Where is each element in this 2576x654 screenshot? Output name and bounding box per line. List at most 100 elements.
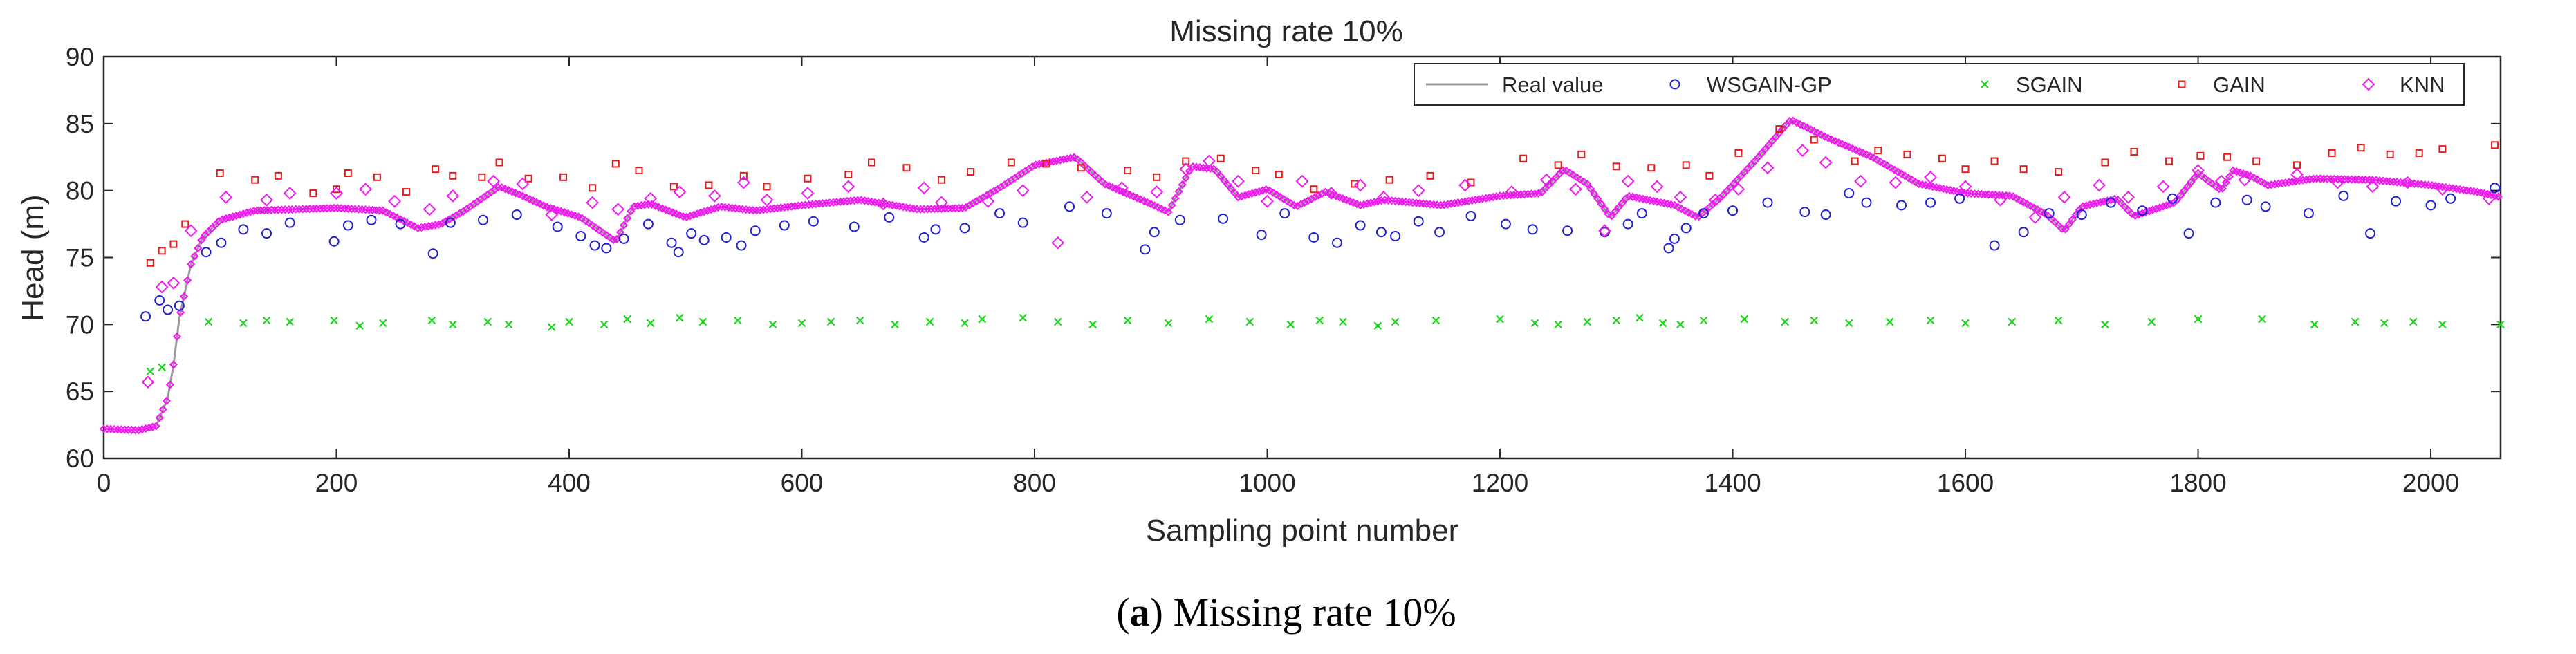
point-sgain: [1658, 319, 1667, 328]
point-knn: [611, 203, 625, 216]
point-sgain: [1164, 319, 1173, 328]
legend-gain-marker: [2178, 80, 2186, 88]
point-knn: [707, 189, 721, 203]
real-value-knn-marker: [1618, 198, 1627, 207]
real-value-knn-marker: [1590, 189, 1599, 198]
point-wsgain-gp: [750, 225, 761, 236]
real-value-knn-marker: [1171, 194, 1180, 203]
point-sgain: [1373, 321, 1382, 330]
real-value-knn-marker: [151, 422, 160, 431]
point-wsgain-gp: [575, 231, 586, 242]
point-gain: [902, 164, 911, 172]
legend-sgain-label: SGAIN: [2016, 73, 2082, 97]
point-gain: [251, 176, 259, 184]
real-value-knn-marker: [630, 202, 639, 211]
real-value-knn-marker: [2103, 196, 2112, 205]
point-wsgain-gp: [686, 228, 697, 239]
point-wsgain-gp: [1698, 208, 1709, 219]
real-value-knn-marker: [2288, 177, 2297, 186]
y-axis-label: Head (m): [16, 194, 50, 321]
real-value-knn-marker: [2301, 175, 2311, 185]
real-value-knn-marker: [197, 236, 206, 245]
point-sgain: [2310, 320, 2319, 329]
real-value-knn-marker: [1481, 194, 1490, 203]
point-sgain: [286, 317, 294, 326]
real-value-knn-marker: [1048, 157, 1058, 166]
y-tick-label: 90: [66, 43, 94, 71]
point-knn: [1674, 190, 1687, 204]
point-wsgain-gp: [1331, 237, 1342, 248]
point-wsgain-gp: [1954, 193, 1965, 204]
real-value-knn-marker: [689, 210, 698, 219]
point-sgain: [855, 316, 864, 325]
point-sgain: [978, 315, 987, 324]
point-knn: [1202, 154, 1216, 168]
point-wsgain-gp: [201, 247, 212, 258]
point-sgain: [1431, 316, 1440, 325]
real-value-knn-marker: [1272, 190, 1281, 199]
point-knn: [184, 224, 198, 238]
real-value-knn-marker: [1254, 187, 1263, 196]
real-value-knn-marker: [1066, 153, 1075, 162]
legend: Real value WSGAIN-GP SGAIN GAIN KNN: [1414, 63, 2465, 106]
point-sgain: [1676, 320, 1685, 329]
point-gain: [1647, 164, 1656, 172]
legend-x-marker: [1981, 80, 1989, 88]
real-value-knn-marker: [145, 423, 154, 432]
real-value-knn-marker: [2096, 198, 2105, 207]
real-value-knn-marker: [2141, 207, 2150, 217]
real-value-knn-marker: [1457, 198, 1466, 207]
point-knn: [760, 193, 774, 207]
real-value-knn-marker: [1572, 173, 1582, 182]
point-wsgain-gp: [918, 232, 929, 243]
real-value-knn-marker: [609, 235, 618, 245]
point-sgain: [239, 319, 248, 328]
point-gain: [1077, 164, 1085, 172]
real-value-knn-marker: [1447, 199, 1456, 208]
point-gain: [2101, 158, 2109, 167]
point-sgain: [565, 317, 573, 326]
real-value-knn-marker: [1754, 153, 1763, 162]
point-knn: [1324, 187, 1338, 200]
point-knn: [1568, 183, 1582, 196]
legend-real-value-label: Real value: [1502, 73, 1603, 97]
point-knn: [2093, 178, 2106, 192]
real-value-knn-marker: [1031, 160, 1040, 169]
real-value-knn-marker: [755, 205, 765, 215]
point-wsgain-gp: [930, 224, 941, 235]
point-wsgain-gp: [666, 237, 677, 248]
legend-diamond-marker: [2362, 77, 2375, 91]
real-value-knn-marker: [2015, 196, 2025, 205]
real-value-knn-marker: [1174, 187, 1183, 196]
point-knn: [842, 180, 855, 194]
real-value-knn-marker: [2019, 198, 2028, 207]
real-value-knn-marker: [1265, 186, 1275, 195]
point-knn: [1411, 184, 1425, 198]
real-value-knn-marker: [1893, 167, 1902, 176]
real-value-knn-marker: [1597, 199, 1606, 209]
point-wsgain-gp: [140, 311, 151, 322]
point-wsgain-gp: [2183, 228, 2194, 239]
point-gain: [309, 189, 317, 198]
plot-area: [102, 55, 2502, 460]
real-value-knn-marker: [242, 208, 252, 218]
point-sgain: [1088, 320, 1097, 329]
point-sgain: [1286, 320, 1295, 329]
real-value-knn-marker: [794, 201, 803, 210]
real-value-knn-marker: [685, 212, 695, 221]
point-wsgain-gp: [1669, 233, 1680, 244]
point-wsgain-gp: [1017, 217, 1028, 228]
point-knn: [801, 187, 815, 200]
point-wsgain-gp: [1861, 197, 1872, 208]
point-wsgain-gp: [959, 223, 970, 234]
point-wsgain-gp: [601, 243, 612, 254]
point-gain: [705, 181, 713, 189]
point-sgain: [1315, 316, 1324, 325]
x-tick-label: 0: [97, 469, 111, 497]
point-knn: [1377, 190, 1391, 204]
real-value-knn-marker: [235, 210, 245, 219]
legend-box: [1414, 63, 2465, 106]
real-value-knn-marker: [2284, 178, 2293, 187]
real-value-knn-marker: [1768, 136, 1777, 146]
